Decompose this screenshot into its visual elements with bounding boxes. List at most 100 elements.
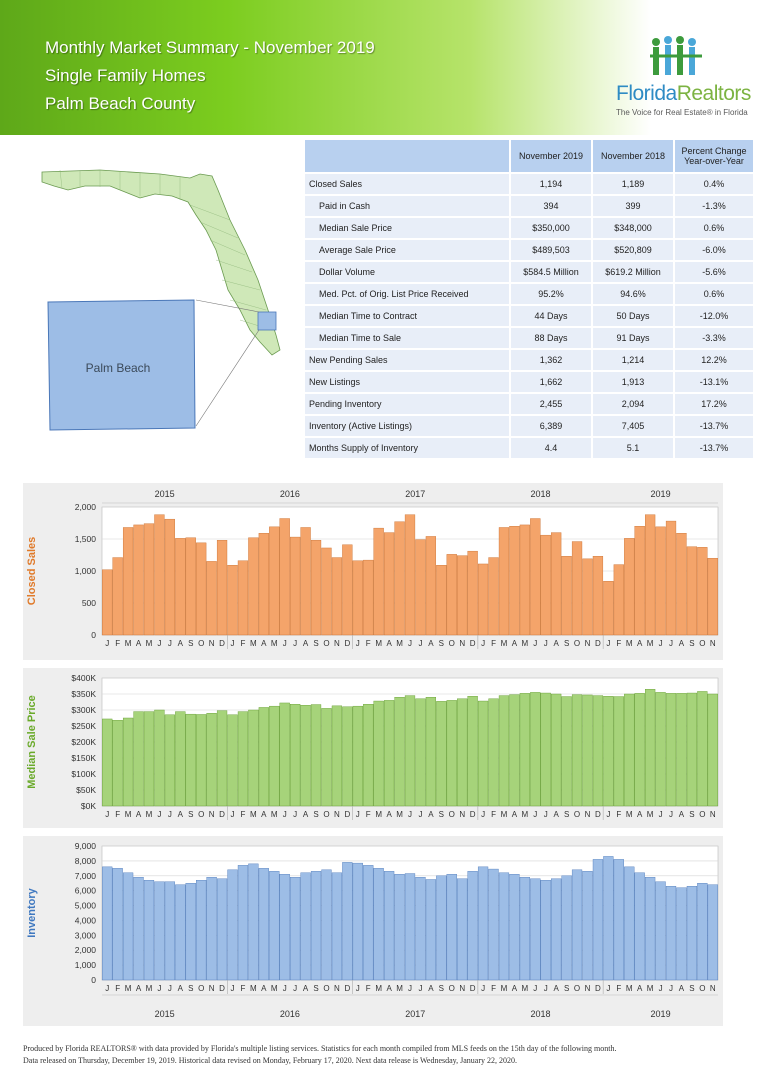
bar xyxy=(582,694,593,807)
x-tick-label: J xyxy=(669,984,673,993)
x-tick-label: J xyxy=(168,639,172,648)
table-row: Months Supply of Inventory 4.4 5.1 -13.7% xyxy=(305,438,753,458)
x-tick-label: A xyxy=(178,639,184,648)
x-tick-label: S xyxy=(313,984,318,993)
bar xyxy=(290,704,301,807)
y-tick-label: $300K xyxy=(71,705,96,715)
cell-change: 12.2% xyxy=(675,350,753,370)
x-tick-label: J xyxy=(293,810,297,819)
x-tick-label: J xyxy=(659,984,663,993)
bar xyxy=(519,524,530,636)
chart-axis-label: Inventory xyxy=(26,887,38,937)
bar xyxy=(133,524,144,636)
x-tick-label: J xyxy=(481,984,485,993)
row-label: Median Sale Price xyxy=(305,218,509,238)
year-label: 2018 xyxy=(530,1009,550,1019)
bar xyxy=(248,537,259,636)
x-tick-label: A xyxy=(303,984,309,993)
row-label: Paid in Cash xyxy=(305,196,509,216)
cell-current: 44 Days xyxy=(511,306,591,326)
bar xyxy=(394,521,405,636)
chart-axis-label: Closed Sales xyxy=(26,537,38,605)
bar xyxy=(352,862,363,981)
x-tick-label: F xyxy=(115,639,120,648)
logo-brand-text: FloridaRealtors xyxy=(616,82,751,105)
bar xyxy=(133,711,144,807)
bar xyxy=(697,547,708,636)
cell-change: 0.6% xyxy=(675,218,753,238)
table-row: New Listings 1,662 1,913 -13.1% xyxy=(305,372,753,392)
x-tick-label: M xyxy=(396,984,403,993)
bar xyxy=(415,539,426,636)
x-tick-label: J xyxy=(283,984,287,993)
row-label: Dollar Volume xyxy=(305,262,509,282)
x-tick-label: F xyxy=(115,810,120,819)
year-label: 2017 xyxy=(405,1009,425,1019)
cell-prior: $348,000 xyxy=(593,218,673,238)
x-tick-label: J xyxy=(606,639,610,648)
bar xyxy=(175,884,186,981)
bar xyxy=(206,877,217,981)
x-tick-label: N xyxy=(459,984,465,993)
year-label: 2018 xyxy=(530,489,550,499)
cell-change: -1.3% xyxy=(675,196,753,216)
summary-table: November 2019 November 2018 Percent Chan… xyxy=(303,138,755,460)
cell-current: 1,662 xyxy=(511,372,591,392)
cell-prior: 1,214 xyxy=(593,350,673,370)
x-tick-label: J xyxy=(418,639,422,648)
x-tick-label: S xyxy=(439,984,444,993)
bar xyxy=(112,557,123,636)
bar xyxy=(143,880,155,981)
x-tick-label: A xyxy=(178,810,184,819)
bar xyxy=(206,561,217,636)
x-tick-label: N xyxy=(459,810,465,819)
x-tick-label: A xyxy=(512,639,518,648)
bar xyxy=(613,564,624,636)
bar xyxy=(467,696,478,807)
x-tick-label: A xyxy=(303,639,309,648)
bar xyxy=(446,700,457,807)
x-tick-label: A xyxy=(261,984,267,993)
y-tick-label: 5,000 xyxy=(75,901,97,911)
x-tick-label: M xyxy=(250,810,257,819)
chart-axis-label: Median Sale Price xyxy=(26,695,38,789)
x-tick-label: F xyxy=(491,810,496,819)
bar xyxy=(321,547,332,636)
x-tick-label: M xyxy=(522,639,529,648)
x-tick-label: M xyxy=(271,639,278,648)
x-tick-label: A xyxy=(512,984,518,993)
bar xyxy=(665,693,677,807)
cell-prior: 1,189 xyxy=(593,174,673,194)
bar xyxy=(175,711,186,807)
x-tick-label: A xyxy=(136,810,142,819)
cell-current: 1,362 xyxy=(511,350,591,370)
x-tick-label: S xyxy=(689,984,694,993)
x-tick-label: M xyxy=(146,639,153,648)
x-tick-label: A xyxy=(136,639,142,648)
bar xyxy=(509,526,520,636)
y-tick-label: 1,000 xyxy=(75,960,97,970)
col-header-change: Percent Change Year-over-Year xyxy=(675,140,753,172)
x-tick-label: J xyxy=(105,984,109,993)
x-tick-label: D xyxy=(219,810,225,819)
report-subtitle: Single Family Homes xyxy=(45,66,206,85)
cell-prior: $520,809 xyxy=(593,240,673,260)
row-label: Med. Pct. of Orig. List Price Received xyxy=(305,284,509,304)
bar xyxy=(519,877,530,981)
x-tick-label: N xyxy=(209,984,215,993)
x-tick-label: M xyxy=(501,639,508,648)
x-tick-label: J xyxy=(168,984,172,993)
x-tick-label: D xyxy=(219,984,225,993)
bar xyxy=(665,886,677,981)
bar xyxy=(551,878,562,981)
x-tick-label: M xyxy=(626,639,633,648)
x-tick-label: N xyxy=(334,984,340,993)
bar xyxy=(122,717,134,807)
bar xyxy=(613,696,624,807)
logo-tagline: The Voice for Real Estate® in Florida xyxy=(616,108,748,117)
footer-release-note: Data released on Thursday, December 19, … xyxy=(23,1056,518,1065)
cell-prior: 94.6% xyxy=(593,284,673,304)
x-tick-label: A xyxy=(178,984,184,993)
x-tick-label: A xyxy=(679,810,685,819)
y-tick-label: 1,500 xyxy=(75,534,97,544)
